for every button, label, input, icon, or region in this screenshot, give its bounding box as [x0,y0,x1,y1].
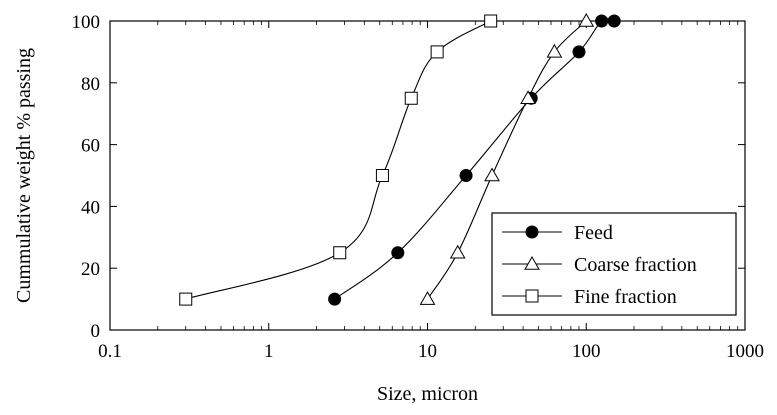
legend: Feed Coarse fraction Fine fraction [491,212,737,316]
y-tick-label: 80 [81,74,100,95]
y-tick-label: 40 [81,197,100,218]
data-point [546,43,563,58]
data-point [459,169,473,182]
series-layer [179,12,621,306]
data-point [375,169,389,182]
data-point [179,292,193,306]
y-tick-label: 0 [91,321,101,342]
data-point [484,14,498,28]
data-point [449,244,466,259]
legend-label: Coarse fraction [574,254,697,276]
legend-label: Fine fraction [574,286,677,308]
data-point [484,167,500,182]
x-tick-label: 0.1 [98,341,122,362]
data-point [572,45,586,59]
y-axis-label: Cummulative weight % passing [13,48,35,303]
legend-entry: Fine fraction [502,286,677,308]
series-coarse-fraction [419,12,595,305]
data-point [595,14,609,28]
legend-entry: Coarse fraction [502,254,697,276]
legend-marker [524,255,540,270]
axes: 0.1 1 10 100 1000 0 20 40 60 80 100 [72,12,765,362]
data-point [404,91,418,105]
data-point [520,90,536,104]
x-tick-label: 1 [264,341,274,362]
legend-marker [525,289,539,303]
y-tick-label: 20 [81,259,100,280]
x-tick-label: 10 [418,341,437,362]
data-point [419,291,436,305]
series-feed [328,14,621,306]
x-tick-label: 1000 [726,341,764,362]
data-point [578,12,595,27]
series-fine-fraction [179,14,498,306]
x-tick-label: 100 [572,341,601,362]
data-point [607,14,621,28]
y-tick-label: 100 [72,12,101,33]
data-point [328,292,342,306]
legend-label: Feed [574,222,613,244]
legend-marker [525,225,539,239]
data-point [430,45,444,59]
y-tick-label: 60 [81,136,100,157]
data-point [391,246,405,260]
data-point [333,246,347,260]
legend-entry: Feed [502,222,613,244]
x-axis-label: Size, micron [377,383,478,405]
